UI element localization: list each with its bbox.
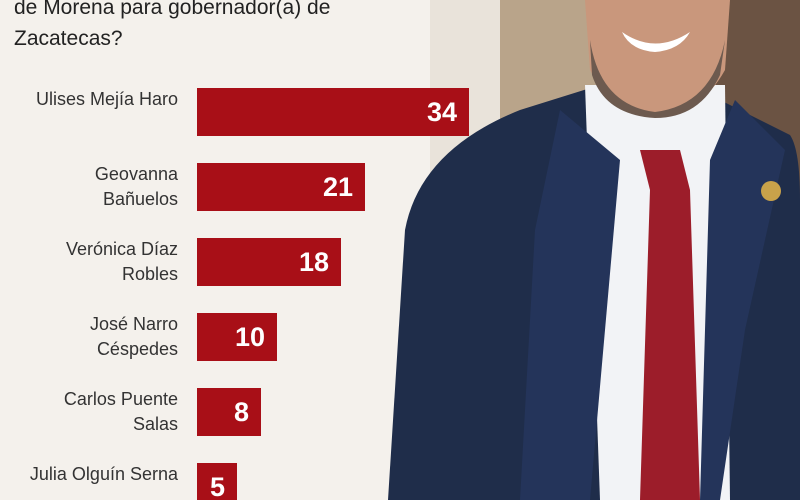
category-label: Julia Olguín Serna	[29, 464, 178, 484]
value-label: 5	[209, 472, 225, 500]
bar	[197, 313, 277, 361]
bar	[197, 463, 237, 500]
bar	[197, 88, 469, 136]
value-label: 8	[233, 397, 249, 427]
category-label: José Narro Céspedes	[89, 314, 178, 359]
category-label: Verónica Díaz Robles	[65, 239, 178, 284]
bar	[197, 163, 365, 211]
value-label: 34	[426, 97, 457, 127]
value-label: 10	[234, 322, 265, 352]
category-label: Geovanna Bañuelos	[94, 164, 178, 209]
bar	[197, 238, 341, 286]
value-label: 18	[298, 247, 329, 277]
chart-title: de Morena para gobernador(a) de Zacateca…	[14, 0, 331, 50]
category-label: Carlos Puente Salas	[63, 389, 178, 434]
value-label: 21	[322, 172, 353, 202]
category-label: Ulises Mejía Haro	[35, 89, 178, 109]
bar	[197, 388, 261, 436]
